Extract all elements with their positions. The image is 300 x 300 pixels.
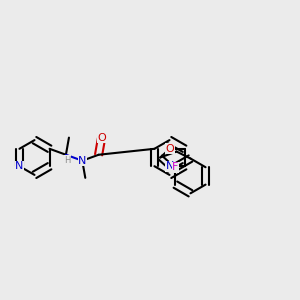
Text: N: N	[78, 156, 86, 166]
Text: O: O	[97, 133, 106, 142]
Text: N: N	[15, 161, 24, 171]
Text: H: H	[64, 156, 70, 165]
Text: N: N	[166, 161, 174, 171]
Text: F: F	[172, 162, 178, 172]
Text: O: O	[165, 144, 174, 154]
